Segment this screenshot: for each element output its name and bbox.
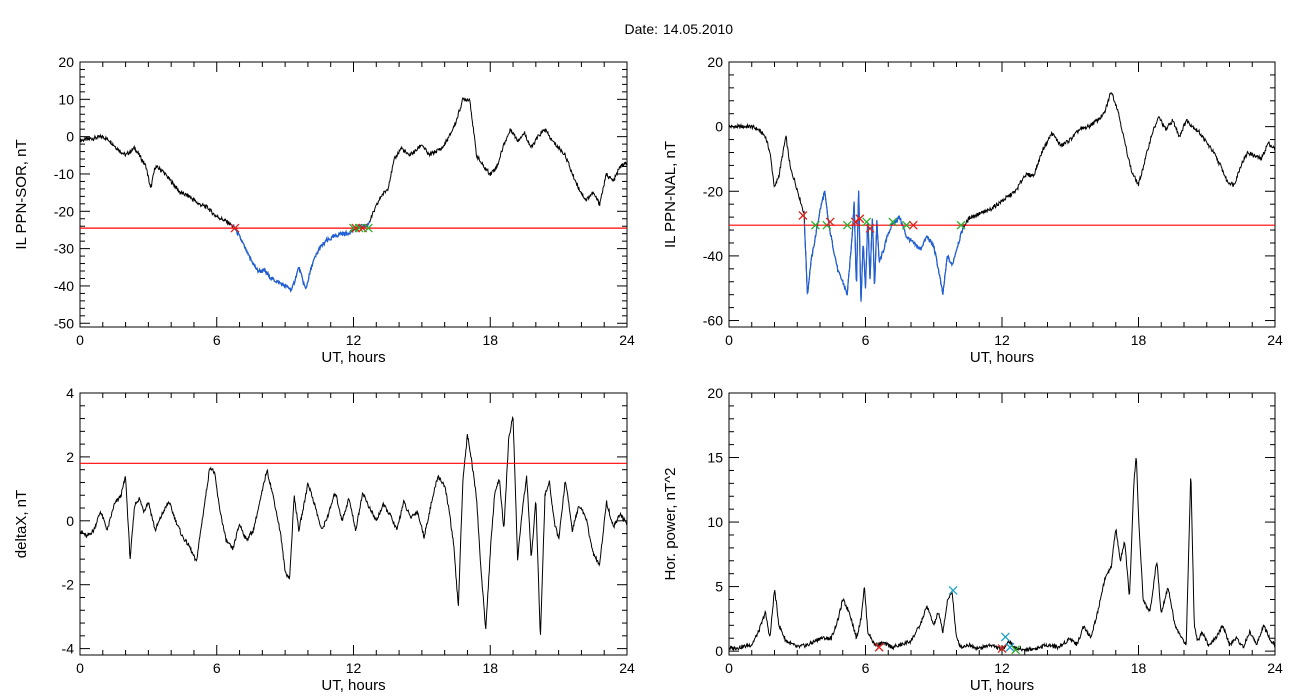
y-tick-label: 4 [66, 385, 74, 401]
y-tick-label: 15 [707, 450, 723, 466]
event-marker [901, 220, 911, 230]
x-tick-label: 18 [1131, 660, 1147, 676]
event-marker [850, 217, 860, 227]
y-tick-label: -10 [54, 166, 74, 182]
x-tick-label: 0 [76, 332, 84, 348]
event-marker [948, 586, 958, 595]
x-tick-label: 18 [482, 332, 498, 348]
y-axis-title: IL PPN-NAL, nT [662, 141, 679, 248]
date-label: Date: [625, 21, 658, 37]
x-tick-label: 6 [862, 332, 870, 348]
plot-frame [728, 392, 1276, 656]
event-marker [865, 223, 875, 233]
y-tick-label: -50 [54, 315, 74, 331]
y-tick-label: 2 [66, 449, 74, 465]
plot-frame [728, 61, 1276, 328]
event-marker [351, 223, 361, 233]
event-marker [798, 211, 808, 220]
y-tick-label: 0 [715, 119, 723, 135]
event-marker [1011, 645, 1021, 655]
y-tick-label: 20 [707, 54, 723, 70]
y-tick-label: -20 [54, 203, 74, 219]
y-tick-label: 0 [715, 643, 723, 659]
x-tick-label: 24 [619, 332, 635, 348]
data-line [729, 458, 1275, 653]
chart-panel-4: 0 6 12 18 24 0 5 10 15 20 UT, hours Hor. power, nT^… [662, 385, 1283, 694]
x-axis-title: UT, hours [970, 349, 1034, 366]
x-tick-label: 6 [213, 660, 221, 676]
event-marker [810, 220, 820, 230]
data-line [80, 97, 627, 293]
plot-frame [79, 61, 628, 328]
event-marker [825, 217, 835, 227]
chart-panel-2: 0 6 12 18 24 -60 -40 -20 0 20 UT, hours IL PPN-NAL,… [662, 54, 1283, 366]
y-tick-label: -4 [62, 641, 75, 657]
x-tick-label: 6 [862, 660, 870, 676]
y-tick-label: 10 [707, 514, 723, 530]
y-tick-label: 10 [58, 91, 74, 107]
event-marker [997, 644, 1007, 654]
event-marker [354, 223, 364, 233]
x-tick-label: 12 [346, 660, 362, 676]
event-marker [888, 217, 898, 227]
x-axis-title: UT, hours [321, 349, 385, 366]
x-tick-label: 0 [725, 332, 733, 348]
y-tick-label: -40 [54, 278, 74, 294]
event-marker [230, 223, 240, 233]
event-marker [956, 220, 966, 230]
event-marker [842, 220, 852, 230]
x-tick-label: 24 [619, 660, 635, 676]
y-tick-label: -40 [703, 248, 723, 264]
highlight-segment [803, 190, 964, 302]
x-tick-label: 0 [76, 660, 84, 676]
y-axis-title: IL PPN-SOR, nT [13, 139, 30, 249]
plot-frame [79, 392, 628, 656]
event-marker [874, 642, 884, 652]
data-line [729, 92, 1275, 302]
y-axis-title: deltaX, nT [13, 490, 30, 558]
chart-panel-1: 0 6 12 18 24 -50 -40 -30 -20 -10 0 10 20 UT, hours IL … [13, 54, 635, 366]
event-marker [855, 214, 865, 224]
x-tick-label: 0 [725, 660, 733, 676]
x-tick-label: 24 [1267, 332, 1283, 348]
x-tick-label: 12 [994, 332, 1010, 348]
y-tick-label: -60 [703, 313, 723, 329]
date-value: 14.05.2010 [663, 21, 733, 37]
x-tick-label: 18 [1131, 332, 1147, 348]
event-marker [363, 223, 373, 233]
event-marker [1000, 632, 1010, 642]
y-tick-label: 0 [66, 129, 74, 145]
highlight-segment [232, 221, 370, 293]
data-line [80, 415, 627, 635]
x-axis-title: UT, hours [970, 677, 1034, 694]
y-tick-label: 20 [707, 385, 723, 401]
event-marker [908, 220, 918, 230]
y-axis-title: Hor. power, nT^2 [662, 468, 679, 581]
y-tick-label: 20 [58, 54, 74, 70]
event-marker [1005, 642, 1015, 652]
x-tick-label: 18 [482, 660, 498, 676]
x-tick-label: 12 [994, 660, 1010, 676]
y-tick-label: 5 [715, 579, 723, 595]
x-tick-label: 6 [213, 332, 221, 348]
x-axis-title: UT, hours [321, 677, 385, 694]
y-tick-label: -20 [703, 183, 723, 199]
y-tick-label: -30 [54, 241, 74, 257]
y-tick-label: 0 [66, 513, 74, 529]
x-tick-label: 24 [1267, 660, 1283, 676]
event-marker [862, 217, 872, 227]
y-tick-label: -2 [62, 577, 75, 593]
x-tick-label: 12 [346, 332, 362, 348]
